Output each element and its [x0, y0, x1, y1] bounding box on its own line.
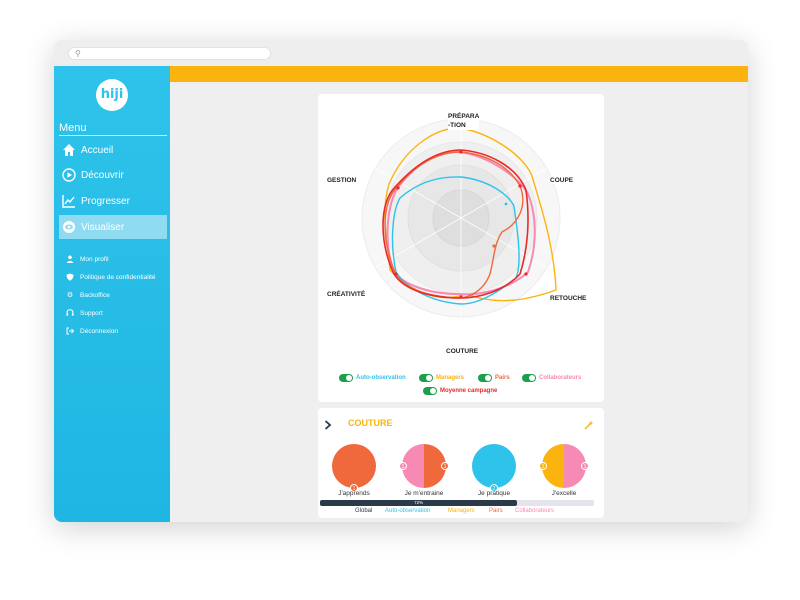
legend-toggle-managers[interactable]: Managers	[419, 374, 464, 382]
line-chart-icon	[61, 193, 77, 209]
logout-icon	[66, 327, 74, 335]
axis-label-retouche: RETOUCHE	[550, 295, 587, 302]
legend-auto: Auto-observation	[385, 508, 431, 514]
legend-toggle-auto[interactable]: Auto-observation	[339, 374, 406, 382]
shield-icon	[66, 273, 74, 281]
user-icon	[66, 255, 74, 263]
sub-item-mon-profil[interactable]: Mon profil	[66, 255, 109, 263]
nav-item-decouvrir[interactable]: Découvrir	[59, 163, 167, 187]
radar-chart	[361, 118, 561, 318]
legend-label: Auto-observation	[356, 375, 406, 381]
top-bar	[170, 66, 748, 82]
level-circle-jementraine[interactable]: 1 1	[399, 444, 449, 488]
sub-item-backoffice[interactable]: ⚙ Backoffice	[66, 291, 110, 300]
home-icon	[61, 142, 77, 158]
nav-item-label: Progresser	[81, 195, 130, 207]
count-badge: 1	[581, 462, 589, 470]
count-badge: 1	[539, 462, 547, 470]
detail-title: COUTURE	[348, 418, 393, 428]
nav-item-label: Découvrir	[81, 169, 124, 181]
legend-global: Global	[355, 508, 373, 514]
legend-toggle-pairs[interactable]: Pairs	[478, 374, 510, 382]
toggle-switch[interactable]	[478, 374, 492, 382]
legend-toggle-collab[interactable]: Collaborateurs	[522, 374, 581, 382]
radar-card: PRÉPARA -TION COUPE RETOUCHE COUTURE CRÉ…	[318, 94, 604, 402]
sub-item-label: Déconnexion	[80, 327, 118, 335]
toggle-switch[interactable]	[419, 374, 433, 382]
level-circle-jexcelle[interactable]: 1 1	[539, 444, 589, 488]
nav-item-visualiser[interactable]: Visualiser	[59, 215, 167, 239]
legend-label: Managers	[436, 375, 465, 381]
nav-item-label: Accueil	[81, 144, 114, 156]
count-badge: 2	[490, 484, 498, 492]
legend-label: Pairs	[495, 375, 510, 381]
level-circle-jepratique[interactable]: 2	[472, 444, 516, 492]
toggle-switch[interactable]	[423, 387, 437, 395]
progress-percent: 72%	[414, 500, 424, 505]
gear-icon: ⚙	[66, 292, 74, 299]
count-badge: 1	[399, 462, 407, 470]
level-caption: Je m'entraine	[404, 490, 444, 497]
level-caption: Je pratique	[477, 490, 511, 497]
nav-item-label: Visualiser	[81, 221, 125, 233]
sub-item-label: Backoffice	[80, 291, 110, 299]
sub-item-politique[interactable]: Politique de confidentialité	[66, 273, 156, 281]
axis-label-gestion: GESTION	[327, 177, 357, 184]
sub-item-deconnexion[interactable]: Déconnexion	[66, 327, 118, 335]
axis-label-preparation: PRÉPARA -TION	[448, 112, 480, 130]
menu-title: Menu	[59, 122, 87, 134]
sub-item-label: Support	[80, 309, 103, 317]
search-icon: ⚲	[75, 49, 81, 58]
sub-item-support[interactable]: Support	[66, 309, 103, 317]
legend-collab: Collaborateurs	[515, 508, 555, 514]
legend-label: Collaborateurs	[539, 375, 582, 381]
toggle-switch[interactable]	[339, 374, 353, 382]
magic-wand-icon[interactable]	[584, 417, 594, 435]
axis-label-couture: COUTURE	[446, 348, 479, 355]
hiji-logo[interactable]: hiji	[96, 79, 128, 111]
count-badge: 1	[350, 484, 358, 492]
axis-label-coupe: COUPE	[550, 177, 574, 184]
level-caption: J'apprends	[338, 490, 370, 497]
legend-toggle-moyenne[interactable]: Moyenne campagne	[423, 387, 497, 395]
menu-divider	[59, 135, 167, 136]
page-content: hiji Menu Accueil Découvrir Progresser	[54, 66, 748, 522]
count-badge: 1	[441, 462, 449, 470]
nav-item-progresser[interactable]: Progresser	[59, 189, 167, 213]
legend-managers: Managers	[448, 508, 475, 514]
sub-item-label: Mon profil	[80, 255, 109, 263]
play-circle-icon	[61, 167, 77, 183]
level-caption: J'excelle	[551, 490, 577, 497]
sub-item-label: Politique de confidentialité	[80, 273, 156, 281]
level-circle-japprends[interactable]: 1	[332, 444, 376, 492]
search-input[interactable]: ⚲	[68, 47, 271, 60]
axis-label-creativite: CRÉATIVITÉ	[327, 291, 366, 298]
detail-card: COUTURE 1 J'apprends 1 1 Je m'entraine 2	[318, 408, 604, 518]
eye-icon	[61, 219, 77, 235]
app-window: ⚲ hiji Menu Accueil Découvrir	[54, 40, 748, 522]
sidebar: hiji Menu Accueil Découvrir Progresser	[54, 66, 170, 522]
legend-label: Moyenne campagne	[440, 388, 498, 394]
toggle-switch[interactable]	[522, 374, 536, 382]
legend-pairs: Pairs	[489, 508, 503, 514]
headset-icon	[66, 309, 74, 317]
progress-fill: 72%	[320, 500, 518, 506]
browser-bar: ⚲	[54, 40, 748, 66]
nav-item-accueil[interactable]: Accueil	[59, 138, 167, 162]
chevron-right-icon[interactable]	[324, 417, 332, 435]
global-progress-bar: 72%	[320, 500, 594, 506]
